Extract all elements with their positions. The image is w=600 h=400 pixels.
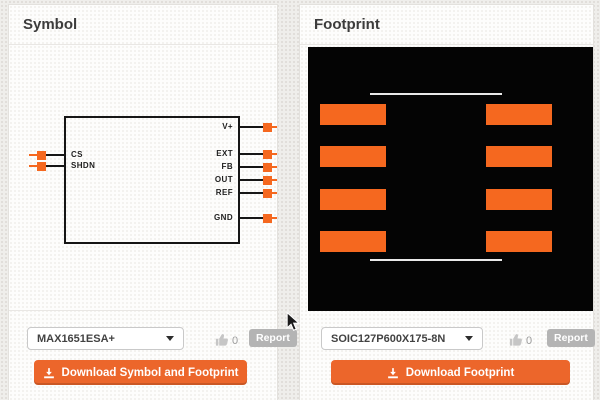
pin-stub	[272, 166, 277, 168]
footprint-panel: Footprint SOIC127P600X175-8N 0 Report Do…	[299, 4, 595, 400]
chevron-down-icon	[465, 336, 473, 341]
pin-wire	[46, 165, 64, 167]
footprint-pad	[486, 231, 552, 252]
pin-label: REF	[215, 188, 233, 197]
footprint-pad	[320, 189, 386, 210]
download-footprint-label: Download Footprint	[405, 366, 515, 379]
pin-wire	[240, 153, 263, 155]
footprint-preview	[308, 47, 593, 311]
download-icon	[43, 367, 54, 378]
symbol-like-button[interactable]: 0	[214, 332, 238, 347]
pin-stub	[272, 217, 277, 219]
pin-pad	[37, 151, 46, 160]
silkscreen-line	[370, 259, 502, 261]
pin-label: SHDN	[71, 161, 96, 170]
pin-wire	[240, 192, 263, 194]
footprint-like-button[interactable]: 0	[508, 332, 532, 347]
symbol-canvas: CS SHDN V+ EXT FB OUT REF GND	[9, 46, 277, 311]
pin-wire	[240, 179, 263, 181]
symbol-part-dropdown[interactable]: MAX1651ESA+	[27, 327, 184, 350]
pin-wire	[46, 154, 64, 156]
symbol-report-button[interactable]: Report	[249, 329, 297, 347]
pin-wire	[240, 166, 263, 168]
pin-wire	[240, 217, 263, 219]
footprint-pad	[320, 146, 386, 167]
download-footprint-button[interactable]: Download Footprint	[331, 360, 570, 385]
footprint-like-count: 0	[526, 335, 533, 347]
footprint-panel-header: Footprint	[300, 5, 593, 45]
footprint-pad	[486, 146, 552, 167]
pin-stub	[29, 165, 37, 167]
pin-pad	[263, 150, 272, 159]
footprint-part-dropdown[interactable]: SOIC127P600X175-8N	[321, 327, 483, 350]
thumbs-up-icon	[509, 334, 522, 346]
pin-label: GND	[214, 213, 233, 222]
pin-pad	[263, 189, 272, 198]
footprint-part-dropdown-value: SOIC127P600X175-8N	[331, 332, 446, 345]
symbol-panel-title: Symbol	[23, 16, 78, 33]
pin-pad	[263, 163, 272, 172]
silkscreen-line	[370, 93, 502, 95]
pin-stub	[272, 126, 277, 128]
pin-label: EXT	[216, 149, 233, 158]
pin-label: V+	[222, 122, 233, 131]
footprint-report-button[interactable]: Report	[547, 329, 595, 347]
pin-stub	[272, 153, 277, 155]
download-symbol-and-footprint-label: Download Symbol and Footprint	[61, 366, 239, 379]
pin-wire	[240, 126, 263, 128]
chevron-down-icon	[166, 336, 174, 341]
footprint-pad	[486, 189, 552, 210]
symbol-like-count: 0	[232, 335, 239, 347]
pin-stub	[272, 192, 277, 194]
footprint-canvas	[300, 46, 593, 311]
footprint-pad	[320, 231, 386, 252]
pin-pad	[263, 123, 272, 132]
pin-pad	[263, 176, 272, 185]
symbol-panel-header: Symbol	[9, 5, 277, 45]
pin-stub	[272, 179, 277, 181]
thumbs-up-icon	[215, 334, 228, 346]
footprint-pad	[320, 104, 386, 125]
component-body	[64, 116, 240, 244]
pin-label: OUT	[214, 175, 233, 184]
pin-stub	[29, 154, 37, 156]
pin-pad	[263, 214, 272, 223]
pin-label: CS	[71, 150, 83, 159]
footprint-panel-title: Footprint	[314, 16, 380, 33]
download-symbol-and-footprint-button[interactable]: Download Symbol and Footprint	[34, 360, 247, 385]
pin-label: FB	[221, 162, 233, 171]
symbol-part-dropdown-value: MAX1651ESA+	[37, 332, 115, 345]
pin-pad	[37, 162, 46, 171]
symbol-panel: Symbol CS SHDN V+ EXT FB OUT REF GND MAX1651ESA…	[8, 4, 297, 400]
footprint-pad	[486, 104, 552, 125]
download-icon	[387, 367, 398, 378]
